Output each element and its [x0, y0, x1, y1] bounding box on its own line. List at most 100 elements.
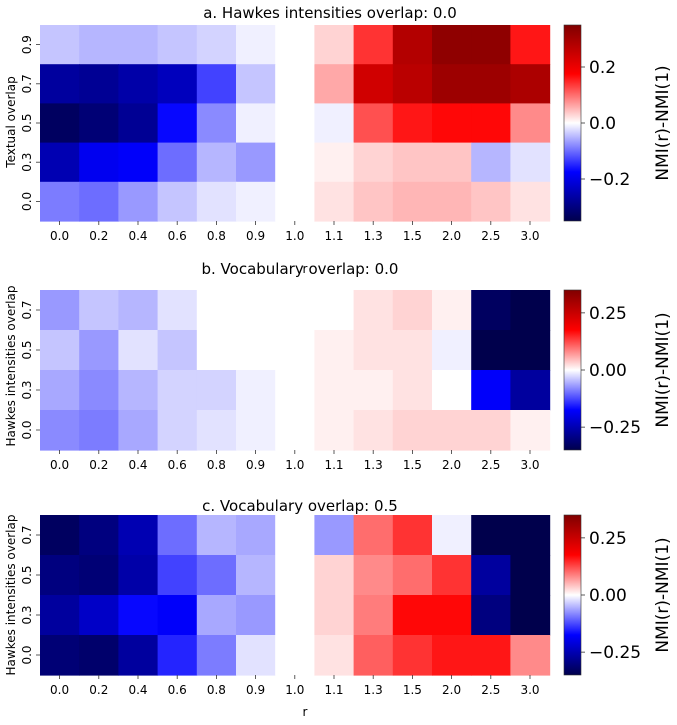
y-tick-label: 0.0 — [20, 192, 34, 211]
heatmap-cell — [432, 635, 472, 676]
x-tick-label: 2.5 — [481, 458, 500, 472]
heatmap-cell — [236, 103, 276, 144]
heatmap-cell — [275, 515, 315, 556]
heatmap-cell — [40, 635, 80, 676]
heatmap-cell — [314, 515, 355, 556]
heatmap-cells — [40, 25, 551, 222]
heatmap-cell — [353, 142, 394, 183]
heatmap-cell — [40, 555, 80, 596]
y-tick-labels: 0.7 0.5 0.3 0.0 — [20, 300, 40, 440]
chart-title: b. Vocabulary overlap: 0.0 — [202, 260, 399, 278]
heatmap-cell — [79, 142, 119, 183]
heatmap-cell — [314, 103, 355, 144]
colorbar-tick-label: 0.25 — [589, 529, 627, 549]
colorbar-label: NMI(r)-NMI(1) — [653, 312, 673, 427]
x-tick-label: 0.9 — [246, 458, 265, 472]
heatmap-cell — [79, 410, 119, 451]
heatmap-cell — [314, 64, 355, 104]
heatmap-cell — [392, 181, 433, 222]
heatmap-cell — [118, 595, 159, 636]
heatmap-cell — [510, 410, 551, 451]
heatmap-cell — [392, 515, 433, 556]
heatmap-cell — [196, 370, 237, 411]
x-tick-label: 0.4 — [128, 458, 147, 472]
heatmap-cell — [510, 635, 551, 676]
heatmap-cell — [353, 290, 394, 331]
heatmap-cell — [510, 370, 551, 411]
x-axis-label: r — [303, 705, 308, 719]
x-tick-label: 2.5 — [481, 229, 500, 243]
heatmap-cell — [275, 635, 315, 676]
x-tick-label: 0.2 — [89, 229, 108, 243]
y-tick-label: 0.7 — [20, 300, 34, 319]
chart-title: c. Vocabulary overlap: 0.5 — [202, 497, 398, 515]
heatmap-cell — [510, 595, 551, 636]
heatmap-cell — [432, 142, 472, 183]
heatmap-cell — [471, 290, 511, 331]
y-tick-labels: 0.9 0.7 0.5 0.3 0.0 — [20, 35, 40, 211]
colorbar-tick-label: 0.25 — [589, 304, 627, 324]
heatmap-cell — [40, 25, 80, 65]
heatmap-cell — [40, 290, 80, 331]
heatmap-cell — [196, 142, 237, 183]
heatmap-panel-b: b. Vocabulary overlap: 0.0 0.0 0.2 0.4 0.6 0… — [4, 260, 673, 472]
colorbar-tick-label: 0.0 — [589, 114, 616, 134]
heatmap-cell — [275, 25, 315, 65]
heatmap-cell — [432, 410, 472, 451]
x-tick-label: 0.6 — [168, 458, 187, 472]
heatmap-cell — [510, 181, 551, 222]
heatmap-cell — [392, 142, 433, 183]
heatmap-cell — [392, 370, 433, 411]
heatmap-cell — [40, 515, 80, 556]
heatmap-cell — [353, 370, 394, 411]
y-tick-label: 0.3 — [20, 380, 34, 399]
chart-title: a. Hawkes intensities overlap: 0.0 — [203, 4, 457, 22]
heatmap-cell — [236, 635, 276, 676]
x-tick-label: 0.9 — [246, 683, 265, 697]
colorbar-tick-label: −0.25 — [589, 643, 641, 663]
colorbar-tick-label: −0.25 — [589, 418, 641, 438]
heatmap-cell — [118, 142, 159, 183]
heatmap-cell — [432, 181, 472, 222]
heatmap-cell — [118, 635, 159, 676]
heatmap-cells — [40, 290, 551, 451]
heatmap-cell — [392, 64, 433, 104]
heatmap-cell — [79, 64, 119, 104]
heatmap-cell — [314, 181, 355, 222]
heatmap-cell — [432, 370, 472, 411]
y-tick-label: 0.9 — [20, 35, 34, 54]
x-tick-label: 1.3 — [364, 683, 383, 697]
x-tick-label: 0.4 — [128, 229, 147, 243]
colorbar-tick-label: −0.2 — [589, 170, 630, 190]
colorbar — [563, 514, 582, 676]
heatmap-cell — [79, 555, 119, 596]
heatmap-cell — [157, 410, 198, 451]
heatmap-cell — [314, 370, 355, 411]
heatmap-cell — [40, 142, 80, 183]
heatmap-cell — [275, 103, 315, 144]
heatmap-cell — [510, 555, 551, 596]
heatmap-cell — [471, 595, 511, 636]
heatmap-cell — [236, 64, 276, 104]
heatmap-cell — [353, 635, 394, 676]
y-axis-label: Textual overlap — [4, 76, 18, 168]
heatmap-cell — [471, 555, 511, 596]
heatmap-cell — [471, 181, 511, 222]
x-tick-label: 2.5 — [481, 683, 500, 697]
heatmap-cell — [40, 410, 80, 451]
heatmap-cell — [196, 515, 237, 556]
heatmap-cell — [79, 103, 119, 144]
heatmap-cell — [432, 25, 472, 65]
x-tick-label: 1.5 — [403, 458, 422, 472]
heatmap-cell — [510, 330, 551, 371]
y-tick-label: 0.0 — [20, 420, 34, 439]
heatmap-cell — [275, 370, 315, 411]
x-tick-label: 0.6 — [168, 683, 187, 697]
heatmap-cell — [157, 515, 198, 556]
heatmap-cell — [157, 370, 198, 411]
heatmap-cell — [79, 635, 119, 676]
heatmap-cell — [196, 635, 237, 676]
y-tick-label: 0.5 — [20, 340, 34, 359]
x-tick-label: 0.0 — [50, 683, 69, 697]
heatmap-cell — [157, 103, 198, 144]
